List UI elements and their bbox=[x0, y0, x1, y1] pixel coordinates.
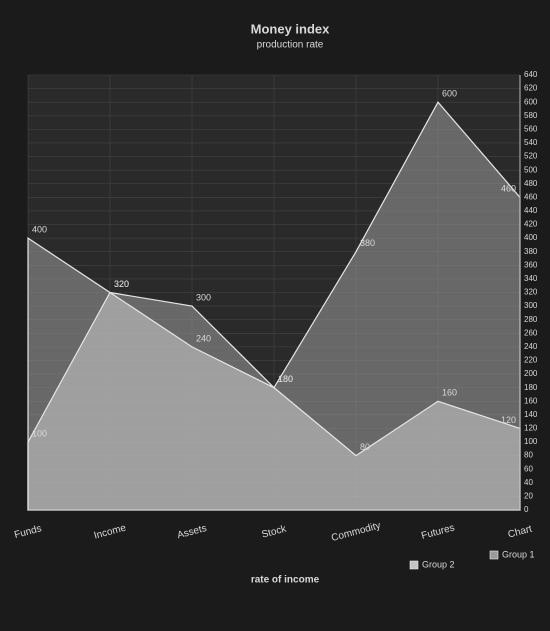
data-label: 240 bbox=[196, 333, 211, 343]
data-label: 380 bbox=[360, 238, 375, 248]
y-tick-label: 380 bbox=[524, 247, 538, 256]
x-axis-label: rate of income bbox=[251, 575, 320, 586]
legend-label: Group 1 bbox=[502, 549, 535, 559]
y-tick-label: 300 bbox=[524, 301, 538, 310]
y-tick-label: 160 bbox=[524, 396, 538, 405]
legend-label: Group 2 bbox=[422, 559, 455, 569]
y-tick-label: 540 bbox=[524, 138, 538, 147]
data-label: 320 bbox=[114, 279, 129, 289]
y-tick-label: 80 bbox=[524, 451, 533, 460]
data-label: 120 bbox=[501, 415, 516, 425]
y-tick-label: 120 bbox=[524, 424, 538, 433]
data-label: 80 bbox=[360, 442, 370, 452]
data-label: 600 bbox=[442, 89, 457, 99]
y-tick-label: 20 bbox=[524, 492, 533, 501]
y-tick-label: 560 bbox=[524, 124, 538, 133]
y-tick-label: 440 bbox=[524, 206, 538, 215]
data-label: 400 bbox=[32, 225, 47, 235]
y-tick-label: 500 bbox=[524, 165, 538, 174]
data-label: 320 bbox=[114, 279, 129, 289]
data-label: 180 bbox=[278, 374, 293, 384]
chart-subtitle: production rate bbox=[257, 40, 324, 51]
y-tick-label: 240 bbox=[524, 342, 538, 351]
y-tick-label: 60 bbox=[524, 464, 533, 473]
y-tick-label: 220 bbox=[524, 356, 538, 365]
y-tick-label: 480 bbox=[524, 179, 538, 188]
y-tick-label: 640 bbox=[524, 70, 538, 79]
data-label: 300 bbox=[196, 292, 211, 302]
y-tick-label: 200 bbox=[524, 369, 538, 378]
y-tick-label: 180 bbox=[524, 383, 538, 392]
legend-swatch bbox=[409, 560, 419, 570]
y-tick-label: 600 bbox=[524, 97, 538, 106]
y-tick-label: 260 bbox=[524, 328, 538, 337]
y-tick-label: 420 bbox=[524, 220, 538, 229]
y-tick-label: 580 bbox=[524, 111, 538, 120]
y-tick-label: 100 bbox=[524, 437, 538, 446]
y-tick-label: 520 bbox=[524, 152, 538, 161]
y-tick-label: 0 bbox=[524, 505, 529, 514]
y-tick-label: 320 bbox=[524, 288, 538, 297]
y-tick-label: 40 bbox=[524, 478, 533, 487]
y-tick-label: 620 bbox=[524, 84, 538, 93]
data-label: 100 bbox=[32, 428, 47, 438]
legend-swatch bbox=[489, 550, 499, 560]
y-tick-label: 360 bbox=[524, 260, 538, 269]
chart-title: Money index bbox=[251, 21, 331, 36]
data-label: 160 bbox=[442, 388, 457, 398]
y-tick-label: 140 bbox=[524, 410, 538, 419]
y-tick-label: 460 bbox=[524, 192, 538, 201]
y-tick-label: 400 bbox=[524, 233, 538, 242]
y-tick-label: 280 bbox=[524, 315, 538, 324]
data-label: 460 bbox=[501, 184, 516, 194]
data-label: 180 bbox=[278, 374, 293, 384]
y-tick-label: 340 bbox=[524, 274, 538, 283]
